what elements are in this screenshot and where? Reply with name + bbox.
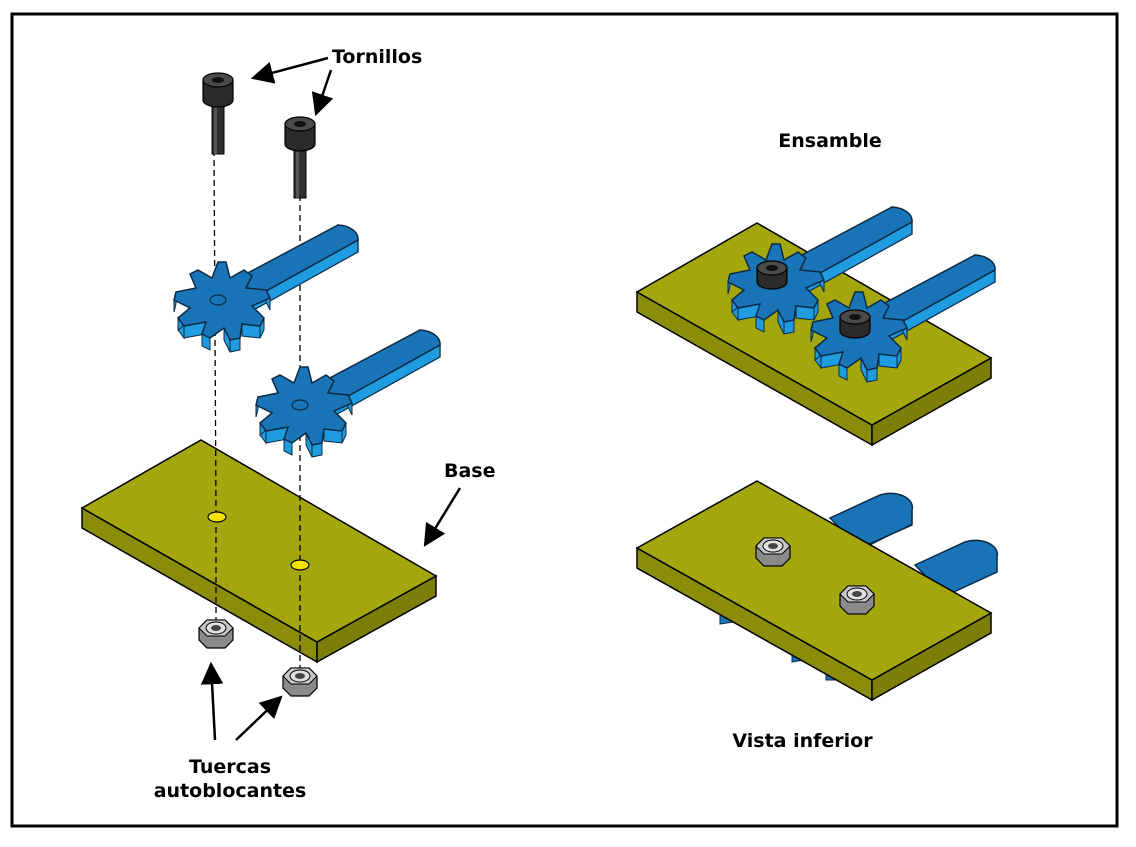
arrow-screws-1 bbox=[250, 56, 329, 84]
exploded-view bbox=[80, 56, 462, 741]
gear-lower bbox=[256, 330, 440, 457]
nut-1 bbox=[198, 619, 234, 649]
bottom-view bbox=[635, 480, 999, 702]
label-screws: Tornillos bbox=[332, 46, 423, 68]
label-base: Base bbox=[444, 460, 496, 482]
label-assembly: Ensamble bbox=[778, 130, 882, 152]
arrow-base bbox=[423, 487, 462, 547]
screw-1 bbox=[202, 72, 234, 155]
label-nuts-line1: Tuercas bbox=[188, 756, 272, 778]
hole-1 bbox=[207, 511, 227, 523]
nut-2 bbox=[282, 667, 318, 697]
assembled-view bbox=[635, 207, 995, 447]
screw-2 bbox=[284, 116, 316, 199]
gear-upper bbox=[174, 225, 358, 352]
label-bottom-view: Vista inferior bbox=[732, 730, 873, 752]
arrow-nuts-1 bbox=[200, 661, 224, 741]
label-nuts-line2: autoblocantes bbox=[153, 780, 307, 802]
frame-border bbox=[10, 12, 1119, 828]
hole-2 bbox=[290, 559, 310, 571]
arrow-screws-2 bbox=[311, 69, 334, 117]
arrow-nuts-2 bbox=[235, 695, 283, 741]
base-plate bbox=[80, 439, 438, 664]
